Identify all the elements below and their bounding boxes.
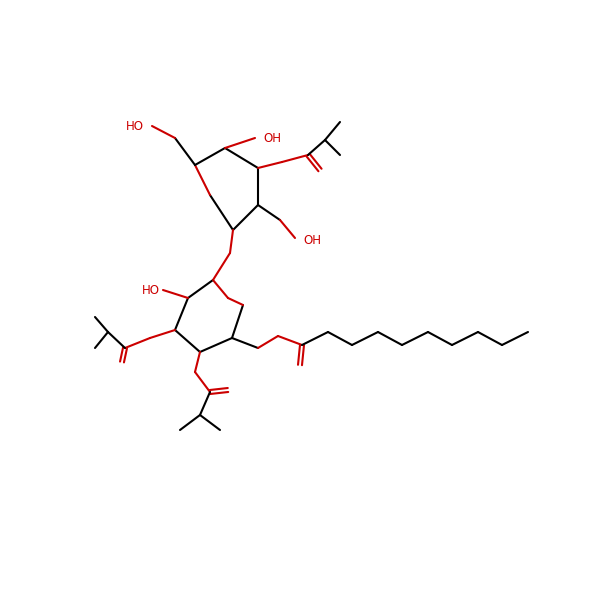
Text: OH: OH [263, 131, 281, 145]
Text: HO: HO [126, 119, 144, 133]
Text: OH: OH [303, 233, 321, 247]
Text: HO: HO [142, 283, 160, 296]
